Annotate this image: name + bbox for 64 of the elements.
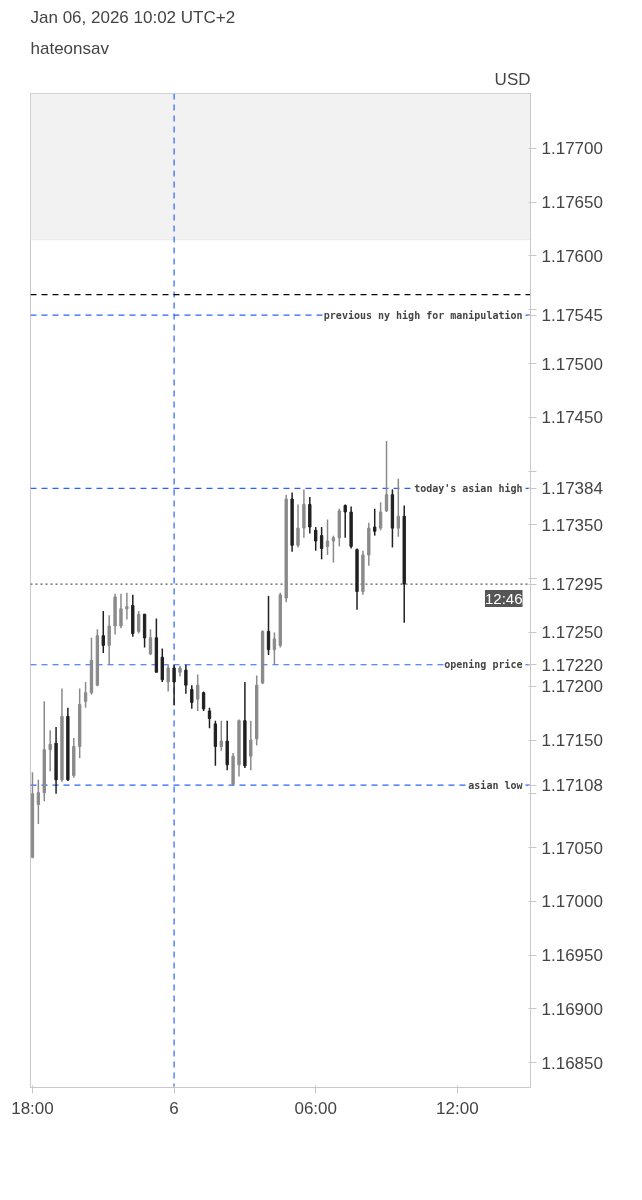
candlestick [148, 628, 153, 656]
candlestick [249, 719, 253, 771]
y-tick-label: 1.17250 [541, 623, 603, 643]
y-tick-label: 1.17000 [541, 892, 603, 912]
candlestick [166, 663, 170, 693]
y-tick-label: 1.17500 [541, 354, 603, 374]
candlestick [219, 719, 223, 752]
candlestick [184, 663, 188, 695]
y-tick-label: 1.17150 [541, 731, 603, 751]
y-tick-label: 1.17600 [541, 246, 603, 266]
x-tick-label: 18:00 [11, 1098, 54, 1118]
y-tick-label: 1.17650 [541, 193, 603, 213]
ref-line-label: previous ny high for manipulation [323, 309, 523, 321]
chart-title: hateonsav [30, 38, 110, 58]
y-tick-label: 1.17200 [541, 677, 603, 697]
candlestick [378, 501, 383, 532]
candlestick [207, 707, 212, 729]
ref-line-label: asian low [468, 779, 524, 791]
candlestick [36, 779, 41, 825]
candlestick [160, 647, 164, 683]
candlestick [314, 526, 318, 552]
candlestick [373, 507, 377, 537]
candlestick [119, 592, 123, 629]
candlestick [272, 631, 277, 666]
ref-line-label: opening price [444, 659, 523, 671]
candlestick [308, 496, 312, 535]
y-tick-label: 1.16900 [541, 999, 603, 1019]
candlestick [325, 518, 330, 556]
y-tick-label: 1.17295 [541, 575, 603, 595]
candlestick [107, 614, 111, 666]
candlestick [396, 477, 400, 538]
y-axis-title: USD [494, 69, 531, 89]
candlestick [172, 663, 176, 707]
y-tick-label: 1.17220 [541, 655, 603, 675]
candlestick [225, 719, 229, 771]
y-tick-label: 1.17450 [541, 408, 603, 428]
ref-line-label: today's asian high [414, 482, 523, 494]
y-tick-label: 1.17350 [541, 515, 603, 535]
annotation: 12:46 [484, 590, 523, 608]
y-tick-label: 1.17108 [541, 776, 603, 796]
candlestick [190, 684, 194, 710]
candlestick [331, 534, 336, 564]
y-tick-label: 1.17050 [541, 838, 603, 858]
y-tick-label: 1.16950 [541, 946, 603, 966]
x-tick-label: 06:00 [294, 1098, 337, 1118]
y-tick-label: 1.17545 [541, 306, 603, 326]
candlestick [384, 440, 389, 513]
x-tick-label: 6 [169, 1098, 179, 1118]
candlestick [196, 673, 200, 712]
candlestick [296, 503, 300, 549]
candlestick [213, 719, 218, 767]
y-tick-label: 1.17384 [541, 479, 603, 499]
candlestick [125, 591, 129, 621]
x-tick-label: 12:00 [436, 1098, 479, 1118]
candlestick [343, 503, 347, 539]
candlestick [319, 526, 324, 561]
y-tick-label: 1.17700 [541, 139, 603, 159]
candlestick [302, 488, 306, 539]
chart-subtitle: Jan 06, 2026 10:02 UTC+2 [30, 7, 236, 27]
candlestick [137, 610, 141, 635]
y-tick-label: 1.16850 [541, 1053, 603, 1073]
candlestick [83, 681, 88, 709]
candlestick [48, 729, 52, 772]
candlestick [101, 610, 105, 654]
